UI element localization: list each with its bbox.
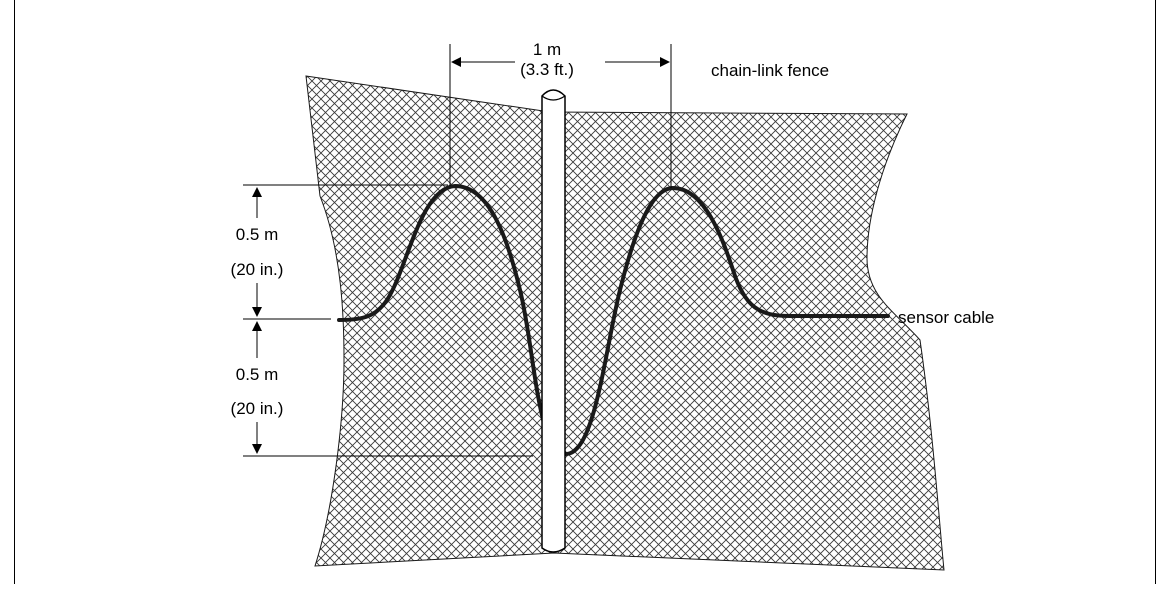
upper-height-label-imperial: (20 in.): [231, 260, 284, 279]
height-dimension: [243, 184, 533, 457]
lower-height-label-metric: 0.5 m: [236, 365, 279, 384]
fence-post-top-rim: [541, 95, 566, 101]
lower-height-label-imperial: (20 in.): [231, 399, 284, 418]
fence-sensor-diagram: 1 m (3.3 ft.) chain-link fence 0.5 m (20…: [231, 40, 994, 571]
diagram-frame: 1 m (3.3 ft.) chain-link fence 0.5 m (20…: [14, 0, 1156, 584]
span-label-imperial: (3.3 ft.): [520, 60, 574, 79]
chain-link-fence-mesh: [305, 75, 945, 571]
upper-height-label-metric: 0.5 m: [236, 225, 279, 244]
span-label-metric: 1 m: [533, 40, 561, 59]
sensor-cable-label: sensor cable: [898, 308, 994, 327]
span-dimension: [449, 44, 672, 188]
sensor-cable: [337, 183, 890, 457]
fence-post: [541, 89, 566, 553]
chain-link-fence-label: chain-link fence: [711, 61, 829, 80]
